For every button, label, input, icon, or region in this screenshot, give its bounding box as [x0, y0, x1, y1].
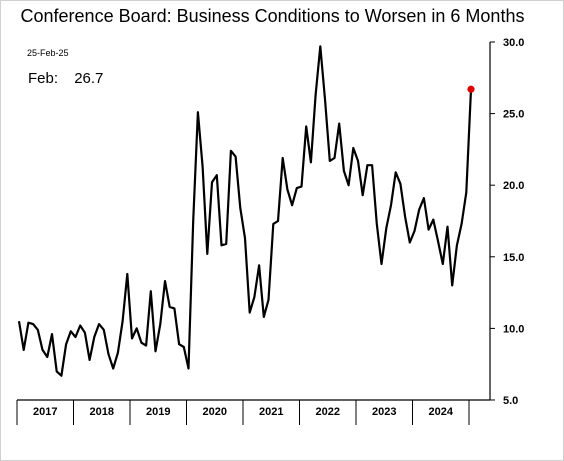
x-tick-label: 2019: [146, 406, 170, 418]
date-stamp: 25-Feb-25: [27, 48, 69, 58]
x-tick-label: 2020: [203, 406, 227, 418]
y-tick-label: 15.0: [503, 252, 524, 264]
y-tick-label: 30.0: [503, 37, 524, 49]
x-tick-label: 2018: [90, 406, 114, 418]
chart-axes: [17, 42, 491, 401]
x-axis-ticks: 2017 2018 2019 2020 2021 2022 2023 2024: [16, 400, 470, 425]
chart-title: Conference Board: Business Conditions to…: [20, 6, 525, 26]
x-tick-label: 2022: [316, 406, 340, 418]
latest-value: 26.7: [74, 70, 104, 87]
latest-label: Feb:: [28, 70, 59, 87]
latest-point-marker: [467, 85, 475, 93]
y-tick-label: 25.0: [503, 109, 524, 121]
series-line: [17, 45, 473, 377]
x-tick-label: 2024: [429, 406, 454, 418]
x-tick-label: 2021: [259, 406, 283, 418]
y-tick-label: 10.0: [503, 323, 524, 335]
x-tick-label: 2023: [372, 406, 396, 418]
latest-value-callout: Feb: 26.7: [28, 70, 103, 87]
y-axis-ticks: 5.0 10.0 15.0 20.0 25.0 30.0: [490, 37, 524, 407]
y-tick-label: 5.0: [503, 395, 518, 407]
x-tick-label: 2017: [33, 406, 57, 418]
series-group: [17, 45, 475, 377]
y-tick-label: 20.0: [503, 180, 524, 192]
